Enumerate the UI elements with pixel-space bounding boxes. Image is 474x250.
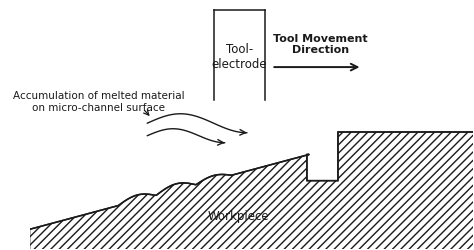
Text: Tool-
electrode: Tool- electrode (211, 43, 267, 70)
Text: Workpiece: Workpiece (207, 209, 269, 222)
Polygon shape (29, 132, 474, 250)
Text: Accumulation of melted material
on micro-channel surface: Accumulation of melted material on micro… (12, 90, 184, 112)
Text: Tool Movement
Direction: Tool Movement Direction (273, 34, 367, 55)
